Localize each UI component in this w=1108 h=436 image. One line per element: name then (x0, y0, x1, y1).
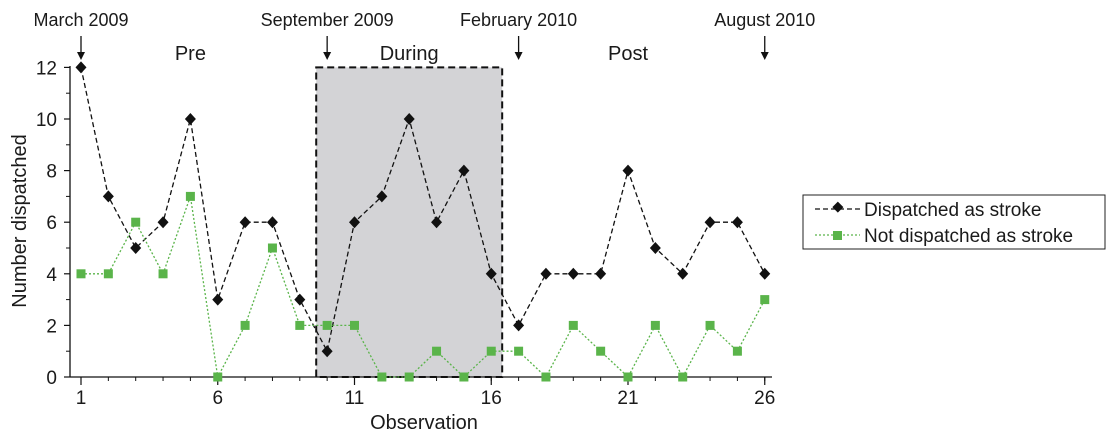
x-axis-title: Observation (370, 412, 478, 434)
data-point-not-dispatched (377, 372, 387, 382)
data-point-not-dispatched (240, 320, 250, 330)
data-point-dispatched (75, 61, 87, 74)
data-point-dispatched (622, 164, 634, 177)
data-point-not-dispatched (158, 269, 168, 279)
legend-box (802, 194, 1106, 250)
data-point-dispatched (212, 293, 224, 306)
period-labels: Pre During Post (175, 43, 649, 65)
date-marker-label: September 2009 (261, 10, 394, 30)
data-point-dispatched (759, 267, 771, 280)
data-point-not-dispatched (541, 372, 551, 382)
date-marker-arrowhead (514, 52, 523, 60)
x-tick-label: 11 (345, 388, 365, 409)
data-point-dispatched (677, 267, 689, 280)
y-tick-label: 12 (36, 58, 57, 79)
legend-marker-not-dispatched (833, 231, 842, 240)
period-label: Post (608, 43, 648, 65)
data-point-dispatched (266, 216, 278, 229)
data-point-dispatched (130, 242, 142, 254)
y-tick-label: 4 (46, 265, 57, 286)
y-tick-label: 0 (46, 368, 57, 389)
x-tick-label: 26 (754, 388, 775, 409)
data-point-dispatched (513, 319, 525, 332)
legend: Dispatched as stroke Not dispatched as s… (802, 194, 1106, 250)
data-point-not-dispatched (103, 269, 113, 279)
data-point-not-dispatched (678, 372, 688, 382)
period-label: Pre (175, 43, 206, 65)
data-point-not-dispatched (650, 320, 660, 330)
data-point-dispatched (540, 267, 552, 280)
data-point-dispatched (294, 293, 306, 306)
data-point-not-dispatched (459, 372, 469, 382)
data-point-not-dispatched (568, 320, 578, 330)
data-point-not-dispatched (213, 372, 223, 382)
date-marker-label: August 2010 (714, 10, 815, 30)
data-point-dispatched (649, 242, 661, 254)
data-point-not-dispatched (760, 295, 770, 305)
legend-label-not-dispatched: Not dispatched as stroke (864, 226, 1073, 247)
y-tick-label: 6 (46, 213, 57, 234)
data-point-dispatched (431, 216, 443, 229)
y-tick-label: 2 (46, 316, 57, 337)
y-tick-label: 8 (46, 162, 57, 183)
data-point-dispatched (376, 190, 388, 203)
date-marker-label: March 2009 (33, 10, 128, 30)
data-point-not-dispatched (404, 372, 414, 382)
x-tick-label: 6 (212, 388, 223, 409)
data-point-dispatched (731, 216, 743, 229)
data-point-dispatched (184, 113, 196, 125)
date-marker-label: February 2010 (460, 10, 577, 30)
data-point-dispatched (485, 267, 497, 280)
series-line-dispatched (80, 67, 766, 354)
data-point-dispatched (349, 216, 360, 229)
data-point-not-dispatched (295, 320, 305, 330)
data-point-dispatched (157, 216, 169, 229)
legend-label-dispatched: Dispatched as stroke (864, 200, 1041, 221)
data-point-not-dispatched (732, 346, 742, 356)
date-marker-arrowhead (760, 52, 769, 60)
data-point-dispatched (239, 216, 251, 229)
data-point-not-dispatched (131, 217, 141, 227)
y-tick-label: 10 (36, 110, 57, 131)
y-axis-title: Number dispatched (9, 134, 31, 307)
data-point-not-dispatched (596, 346, 606, 356)
data-point-not-dispatched (76, 269, 86, 279)
data-point-not-dispatched (623, 372, 633, 382)
data-point-not-dispatched (322, 320, 332, 330)
data-point-dispatched (403, 113, 415, 125)
data-point-dispatched (704, 216, 716, 229)
x-tick-label: 16 (481, 388, 502, 409)
legend-marker-dispatched (832, 201, 844, 213)
series (75, 61, 771, 382)
data-point-dispatched (458, 164, 470, 177)
data-point-not-dispatched (267, 243, 277, 253)
data-point-not-dispatched (705, 320, 715, 330)
data-point-dispatched (567, 267, 579, 280)
data-point-not-dispatched (185, 191, 195, 201)
data-point-not-dispatched (350, 320, 359, 330)
data-point-dispatched (102, 190, 114, 203)
data-point-dispatched (321, 345, 333, 358)
x-tick-label: 1 (76, 388, 87, 409)
x-tick-label: 21 (617, 388, 638, 409)
date-marker-arrowhead (77, 52, 85, 60)
data-point-not-dispatched (432, 346, 442, 356)
data-point-not-dispatched (514, 346, 524, 356)
data-point-not-dispatched (486, 346, 496, 356)
date-marker-arrowhead (323, 52, 332, 60)
data-point-dispatched (595, 267, 607, 280)
series-line-not-dispatched (81, 196, 766, 380)
period-label: During (380, 43, 439, 65)
date-markers: March 2009 September 2009 February 2010 Aug… (33, 10, 815, 60)
